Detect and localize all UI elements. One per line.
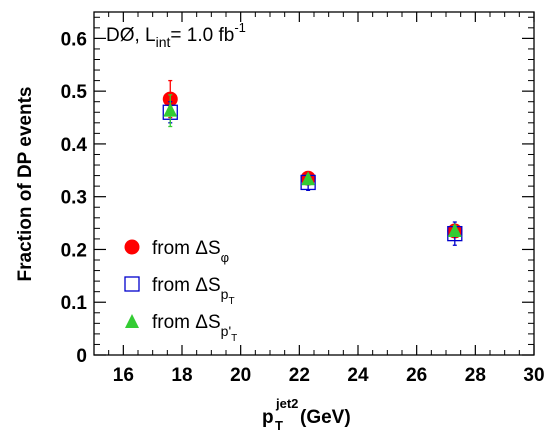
- y-tick-label-0.1: 0.1: [61, 293, 88, 314]
- x-tick-label-20: 20: [230, 365, 251, 386]
- y-tick-label-0.2: 0.2: [61, 240, 87, 261]
- data-point: [447, 222, 462, 237]
- x-tick-label-30: 30: [523, 365, 544, 386]
- x-axis-label-sup: jet2: [275, 396, 298, 411]
- legend-label-ppt-sub: p': [221, 323, 231, 339]
- legend-label-phi: from ΔSφ: [152, 238, 229, 265]
- y-axis-label: Fraction of DP events: [15, 87, 36, 282]
- legend-label-phi-text: from ΔS: [152, 238, 221, 259]
- legend-label-pt-subsub: T: [228, 296, 234, 307]
- data-point: [163, 102, 178, 117]
- legend-label-ppt: from ΔSp'T: [152, 312, 237, 344]
- legend-label-ppt-text: from ΔS: [152, 312, 221, 333]
- legend-marker-ppt: [125, 314, 139, 328]
- y-tick-label-0.4: 0.4: [61, 135, 88, 156]
- x-axis-label-unit: (GeV): [300, 407, 351, 428]
- data-point: [301, 171, 316, 186]
- legend-label-phi-sub: φ: [221, 250, 229, 265]
- legend-marker-pt: [124, 276, 140, 292]
- experiment-name: DØ, L: [106, 25, 156, 46]
- x-tick-label-16: 16: [113, 365, 134, 386]
- experiment-lumi-sub: int: [156, 34, 171, 50]
- x-tick-label-24: 24: [347, 365, 369, 386]
- y-tick-label-0.3: 0.3: [61, 188, 87, 209]
- y-tick-label-0.6: 0.6: [61, 29, 87, 50]
- experiment-lumi-unit-sup: -1: [234, 20, 246, 35]
- plot-frame: [93, 11, 535, 356]
- axis-tick-labels: 16 18 20 22 24 26 28 30 0 0.1 0.2 0.3 0.4 0.5 0.6: [61, 29, 545, 386]
- legend-label-pt-sub: p: [221, 286, 229, 302]
- axis-ticks: [93, 12, 535, 356]
- legend-label-pt: from ΔSpT: [152, 275, 235, 307]
- x-tick-label-28: 28: [465, 365, 486, 386]
- legend: from ΔSφ from ΔSpT from ΔSp'T: [124, 238, 237, 344]
- y-tick-label-0.5: 0.5: [61, 82, 88, 103]
- data-markers: [162, 79, 463, 246]
- legend-label-pt-text: from ΔS: [152, 275, 221, 296]
- x-axis-label-sub: T: [275, 418, 283, 433]
- x-axis-label: pjet2(GeV): [262, 396, 351, 428]
- x-tick-label-26: 26: [406, 365, 427, 386]
- y-tick-label-0: 0: [76, 346, 87, 367]
- experiment-label: DØ, Lint= 1.0 fb-1: [106, 20, 246, 50]
- x-tick-label-18: 18: [171, 365, 192, 386]
- legend-marker-phi: [124, 239, 140, 255]
- experiment-lumi-value: = 1.0 fb: [170, 25, 234, 46]
- x-axis-label-main: p: [262, 407, 274, 428]
- x-tick-label-22: 22: [289, 365, 310, 386]
- legend-label-ppt-subsub: T: [231, 333, 237, 344]
- series-3: [163, 94, 462, 237]
- series-1: [162, 79, 463, 239]
